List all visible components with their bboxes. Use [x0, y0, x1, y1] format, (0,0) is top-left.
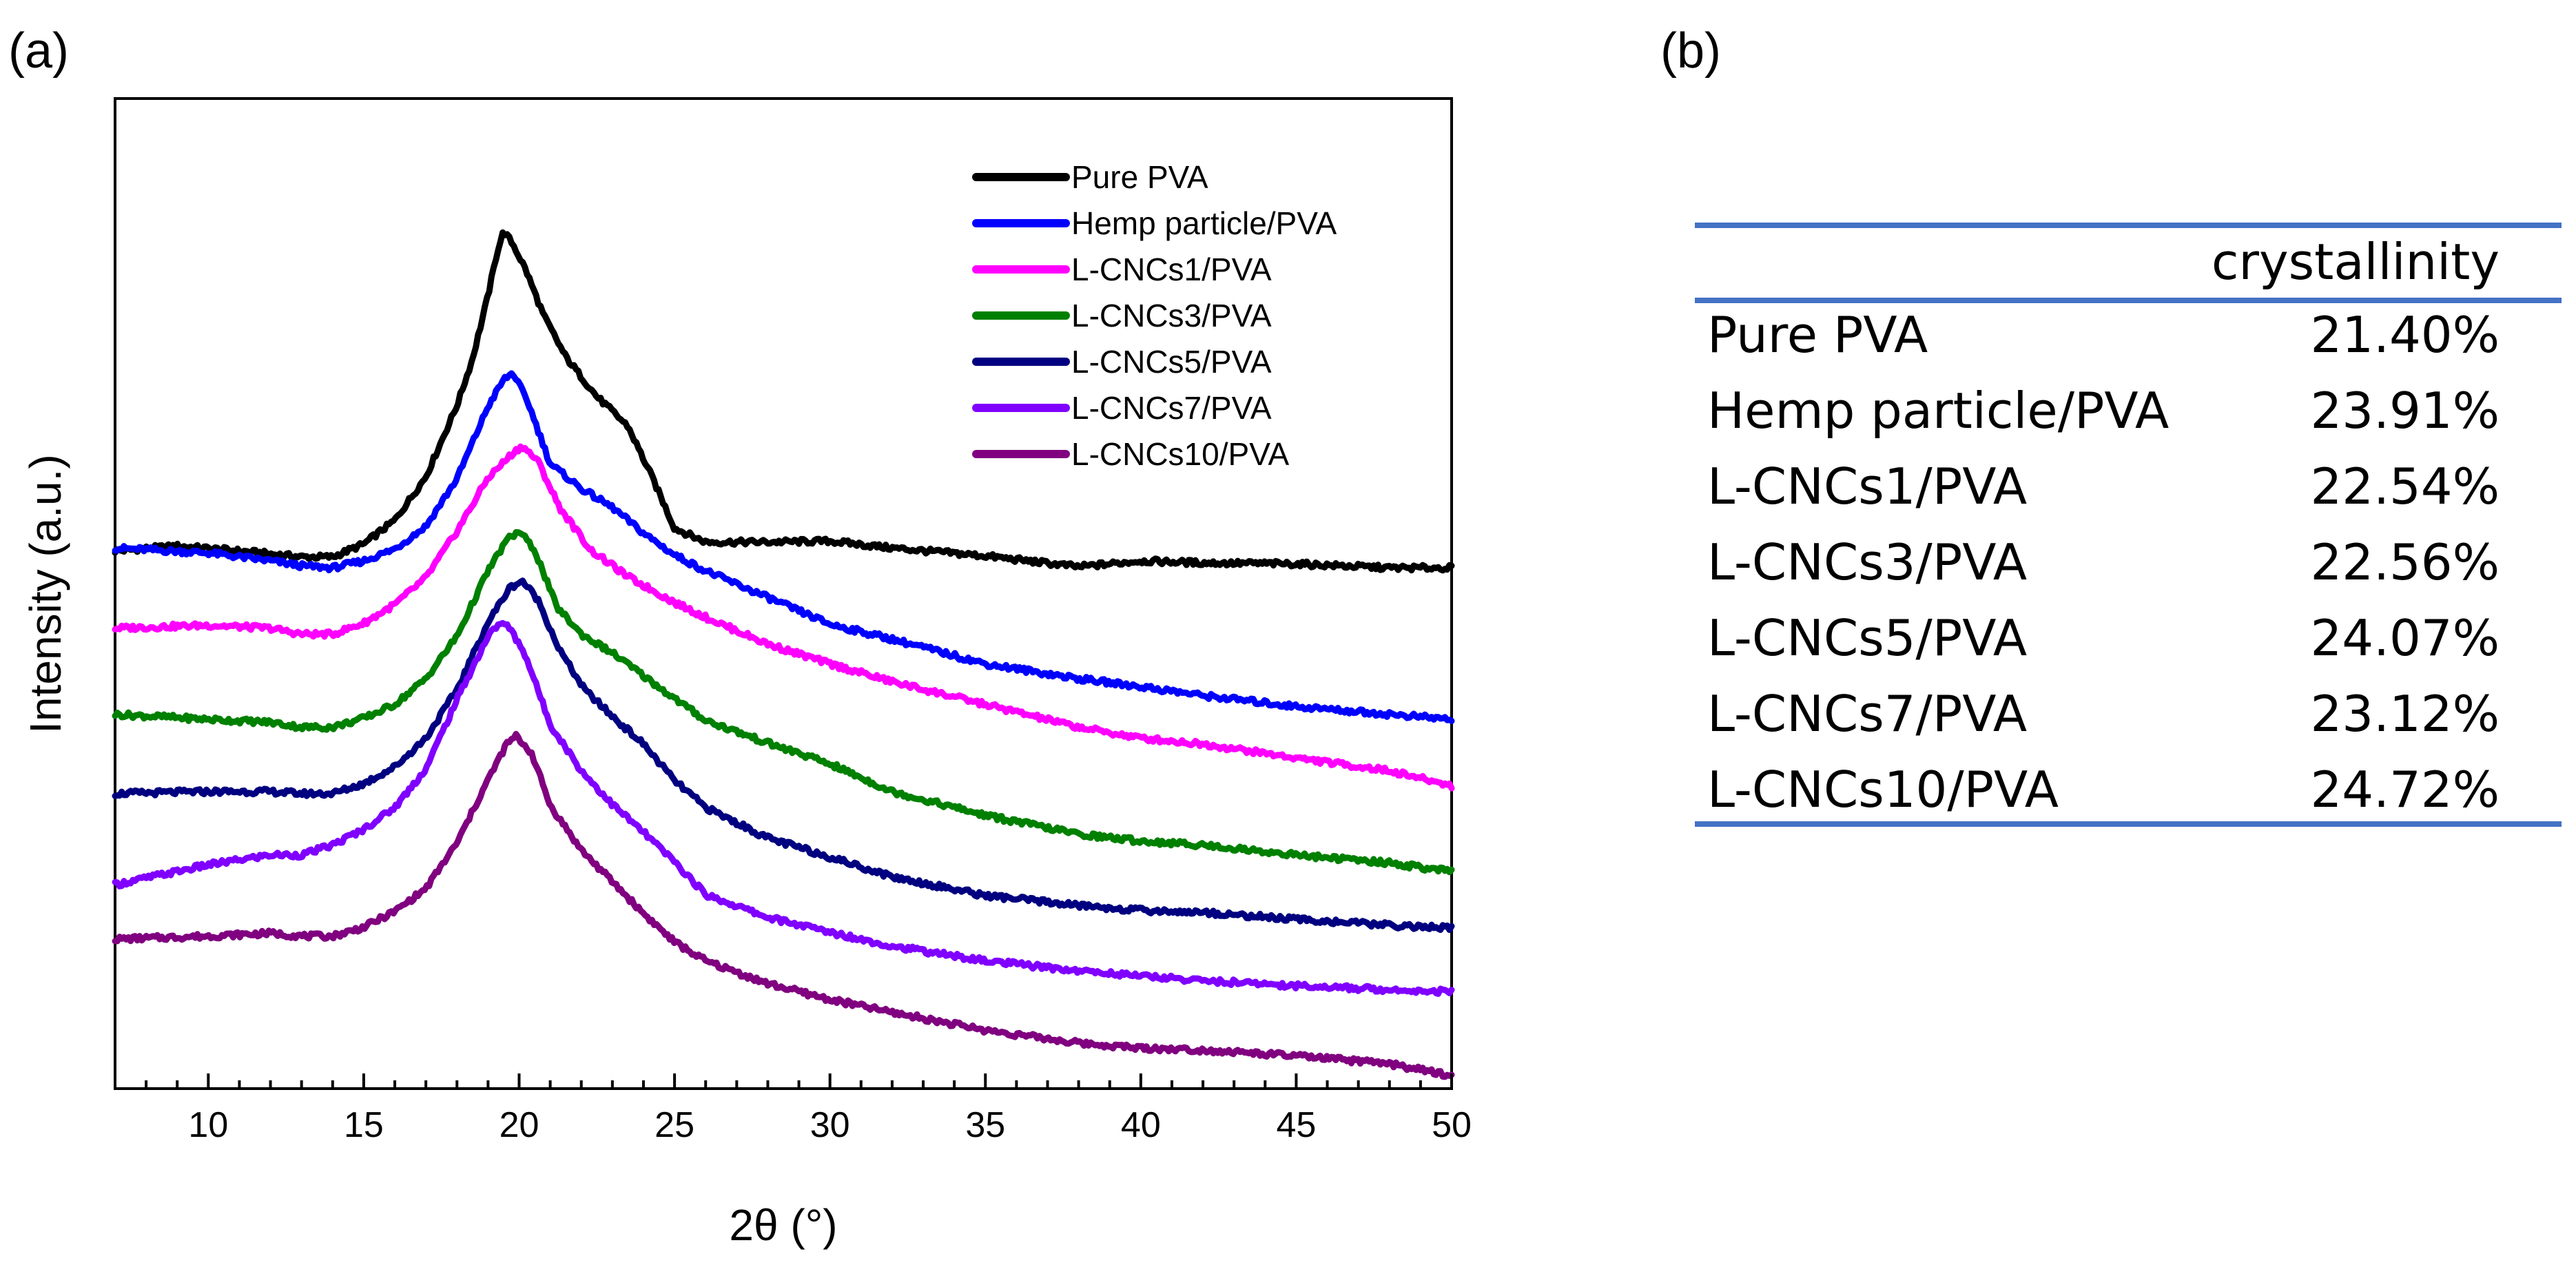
x-tick-label: 10 — [188, 1105, 228, 1145]
crystallinity-table: crystallinity Pure PVA 21.40% Hemp parti… — [1695, 223, 2562, 827]
legend-label: L-CNCs10/PVA — [1071, 436, 1289, 472]
series-line — [112, 730, 1455, 1080]
x-tick-label: 35 — [965, 1105, 1005, 1145]
panel-label-b: (b) — [1660, 23, 1721, 79]
table-row-label: L-CNCs10/PVA — [1707, 761, 2059, 819]
table-row-value: 22.56% — [2310, 533, 2500, 591]
table-row-value: 23.12% — [2310, 685, 2500, 743]
x-tick-label: 45 — [1276, 1105, 1316, 1145]
x-tick-label: 30 — [810, 1105, 850, 1145]
tick-layer: 10 15 20 25 30 35 40 45 50 — [145, 1073, 1472, 1145]
table-row-value: 22.54% — [2310, 457, 2500, 515]
series-line — [112, 443, 1455, 792]
x-tick-label: 25 — [655, 1105, 694, 1145]
table-row-label: Pure PVA — [1707, 306, 1928, 364]
table-header-crystallinity: crystallinity — [2212, 233, 2500, 291]
series-line — [112, 577, 1455, 934]
table-row-label: L-CNCs7/PVA — [1707, 685, 2027, 743]
table-row-label: L-CNCs1/PVA — [1707, 457, 2027, 515]
x-tick-label: 20 — [499, 1105, 539, 1145]
series-line — [112, 619, 1455, 997]
x-axis-title: 2θ (°) — [729, 1200, 837, 1250]
xrd-chart: 10 15 20 25 30 35 40 45 50 Pure PVA Hemp particle… — [21, 97, 1472, 1250]
legend: Pure PVA Hemp particle/PVA L-CNCs1/PVA L-CN… — [972, 159, 1337, 472]
y-axis-title: Intensity (a.u.) — [21, 454, 70, 734]
table-row-label: L-CNCs5/PVA — [1707, 609, 2027, 667]
series-line — [112, 370, 1455, 724]
plot-frame — [114, 97, 1453, 1090]
table-row-value: 21.40% — [2310, 306, 2500, 364]
table-row-value: 24.07% — [2310, 609, 2500, 667]
legend-label: Hemp particle/PVA — [1071, 205, 1337, 241]
panel-label-a: (a) — [8, 23, 69, 79]
table-row-value: 24.72% — [2310, 761, 2500, 819]
legend-label: L-CNCs7/PVA — [1071, 390, 1272, 426]
legend-label: L-CNCs5/PVA — [1071, 344, 1272, 380]
x-tick-label: 50 — [1432, 1105, 1472, 1145]
legend-label: Pure PVA — [1071, 159, 1208, 195]
x-tick-label: 40 — [1121, 1105, 1161, 1145]
legend-label: L-CNCs1/PVA — [1071, 251, 1272, 287]
table-row-label: Hemp particle/PVA — [1707, 382, 2169, 440]
series-layer — [112, 229, 1455, 1080]
legend-label: L-CNCs3/PVA — [1071, 298, 1272, 333]
x-tick-label: 15 — [344, 1105, 384, 1145]
series-line — [112, 529, 1455, 876]
table-row-label: L-CNCs3/PVA — [1707, 533, 2027, 591]
table-row-value: 23.91% — [2310, 382, 2500, 440]
series-line — [112, 229, 1455, 574]
